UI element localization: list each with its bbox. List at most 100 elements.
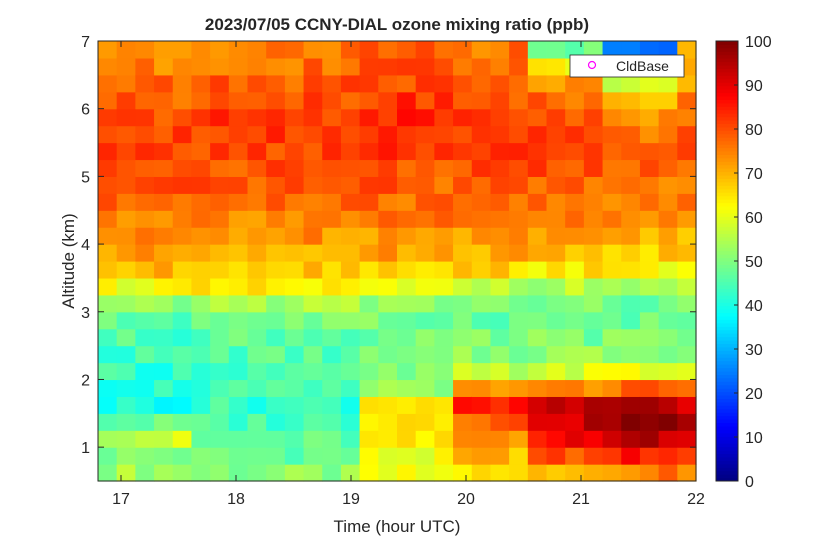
colorbar-swatch — [716, 236, 738, 241]
y-tick-label: 1 — [81, 440, 90, 457]
y-tick-label: 3 — [81, 305, 90, 322]
colorbar-swatch — [716, 432, 738, 437]
heatmap-cell — [415, 277, 435, 296]
x-tick-label: 21 — [572, 491, 590, 508]
heatmap-cell — [546, 328, 566, 347]
colorbar-swatch — [716, 41, 738, 45]
heatmap-cell — [154, 159, 174, 177]
heatmap-cell — [658, 41, 678, 59]
heatmap-cell — [583, 464, 604, 482]
heatmap-cell — [266, 159, 286, 177]
heatmap-cell — [247, 91, 267, 110]
heatmap-cell — [135, 362, 155, 381]
heatmap-cell — [228, 447, 249, 465]
heatmap-cell — [322, 41, 342, 59]
heatmap-cell — [565, 261, 585, 279]
heatmap-cell — [415, 430, 435, 448]
heatmap-cell — [247, 210, 267, 228]
heatmap-cell — [434, 41, 454, 59]
heatmap-cell — [135, 57, 155, 76]
heatmap-cell — [340, 193, 361, 211]
colorbar-swatch — [716, 426, 738, 430]
heatmap-cell — [228, 362, 249, 381]
colorbar-swatch — [716, 199, 738, 204]
heatmap-cell — [583, 159, 604, 177]
heatmap-cell — [210, 41, 230, 59]
heatmap-cell — [639, 193, 660, 211]
heatmap-cell — [415, 193, 435, 211]
heatmap-cell — [565, 176, 585, 194]
heatmap-cell — [434, 176, 454, 194]
heatmap-cell — [509, 345, 529, 364]
colorbar-swatch — [716, 219, 738, 224]
heatmap-cell — [565, 362, 585, 381]
heatmap-cell — [340, 159, 361, 177]
heatmap-cell — [639, 108, 660, 127]
colorbar-swatch — [716, 346, 738, 351]
colorbar-swatch — [716, 109, 738, 114]
heatmap-cell — [322, 311, 342, 330]
heatmap-cell — [471, 193, 492, 211]
heatmap-cell — [583, 125, 604, 144]
colorbar-swatch — [716, 278, 738, 283]
heatmap-cell — [621, 74, 641, 93]
heatmap-cell — [434, 108, 454, 127]
heatmap-cell — [98, 227, 118, 245]
heatmap-cell — [116, 413, 136, 431]
colorbar-swatch — [716, 350, 738, 355]
heatmap-cell — [509, 294, 529, 313]
heatmap-cell — [284, 396, 305, 414]
heatmap-cell — [639, 176, 660, 194]
heatmap-cell — [340, 176, 361, 194]
heatmap-cell — [621, 227, 641, 245]
heatmap-cell — [359, 396, 379, 414]
x-axis-label: Time (hour UTC) — [334, 517, 461, 536]
heatmap-cell — [527, 311, 548, 330]
heatmap-cell — [303, 57, 323, 76]
heatmap-cell — [191, 57, 211, 76]
colorbar-swatch — [716, 436, 738, 441]
heatmap-cell — [639, 379, 660, 397]
heatmap-cell — [266, 176, 286, 194]
heatmap-cell — [621, 159, 641, 177]
heatmap-cell — [453, 91, 473, 110]
colorbar-swatch — [716, 291, 738, 296]
heatmap-cell — [490, 125, 510, 144]
heatmap-cell — [453, 261, 473, 279]
heatmap-cell — [116, 176, 136, 194]
heatmap-cell — [490, 447, 510, 465]
colorbar-swatch — [716, 92, 738, 97]
heatmap-cell — [658, 159, 678, 177]
colorbar-swatch — [716, 44, 738, 49]
heatmap-cell — [284, 41, 305, 59]
heatmap-cell — [397, 464, 417, 482]
heatmap-cell — [434, 210, 454, 228]
heatmap-cell — [322, 379, 342, 397]
legend-marker-cldbase — [587, 60, 597, 70]
heatmap-cell — [303, 159, 323, 177]
y-axis: 1 2 3 4 5 6 7 — [81, 34, 696, 457]
heatmap-cell — [210, 379, 230, 397]
heatmap-cells — [98, 41, 697, 482]
heatmap-cell — [621, 464, 641, 482]
heatmap-cell — [359, 294, 379, 313]
heatmap-cell — [340, 396, 361, 414]
plot-axes — [97, 40, 697, 482]
heatmap-cell — [453, 311, 473, 330]
heatmap-cell — [415, 379, 435, 397]
heatmap-cell — [135, 108, 155, 127]
heatmap-cell — [546, 261, 566, 279]
heatmap-cell — [621, 396, 641, 414]
heatmap-cell — [471, 74, 492, 93]
heatmap-cell — [266, 125, 286, 144]
colorbar-swatch — [716, 429, 738, 434]
colorbar-swatch — [716, 181, 738, 186]
heatmap-cell — [490, 379, 510, 397]
legend[interactable]: CldBase — [569, 54, 685, 78]
heatmap-cell — [639, 430, 660, 448]
heatmap-cell — [303, 396, 323, 414]
heatmap-cell — [116, 447, 136, 465]
colorbar-swatch — [716, 316, 738, 320]
heatmap-cell — [303, 328, 323, 347]
colorbar-swatch — [716, 453, 738, 458]
